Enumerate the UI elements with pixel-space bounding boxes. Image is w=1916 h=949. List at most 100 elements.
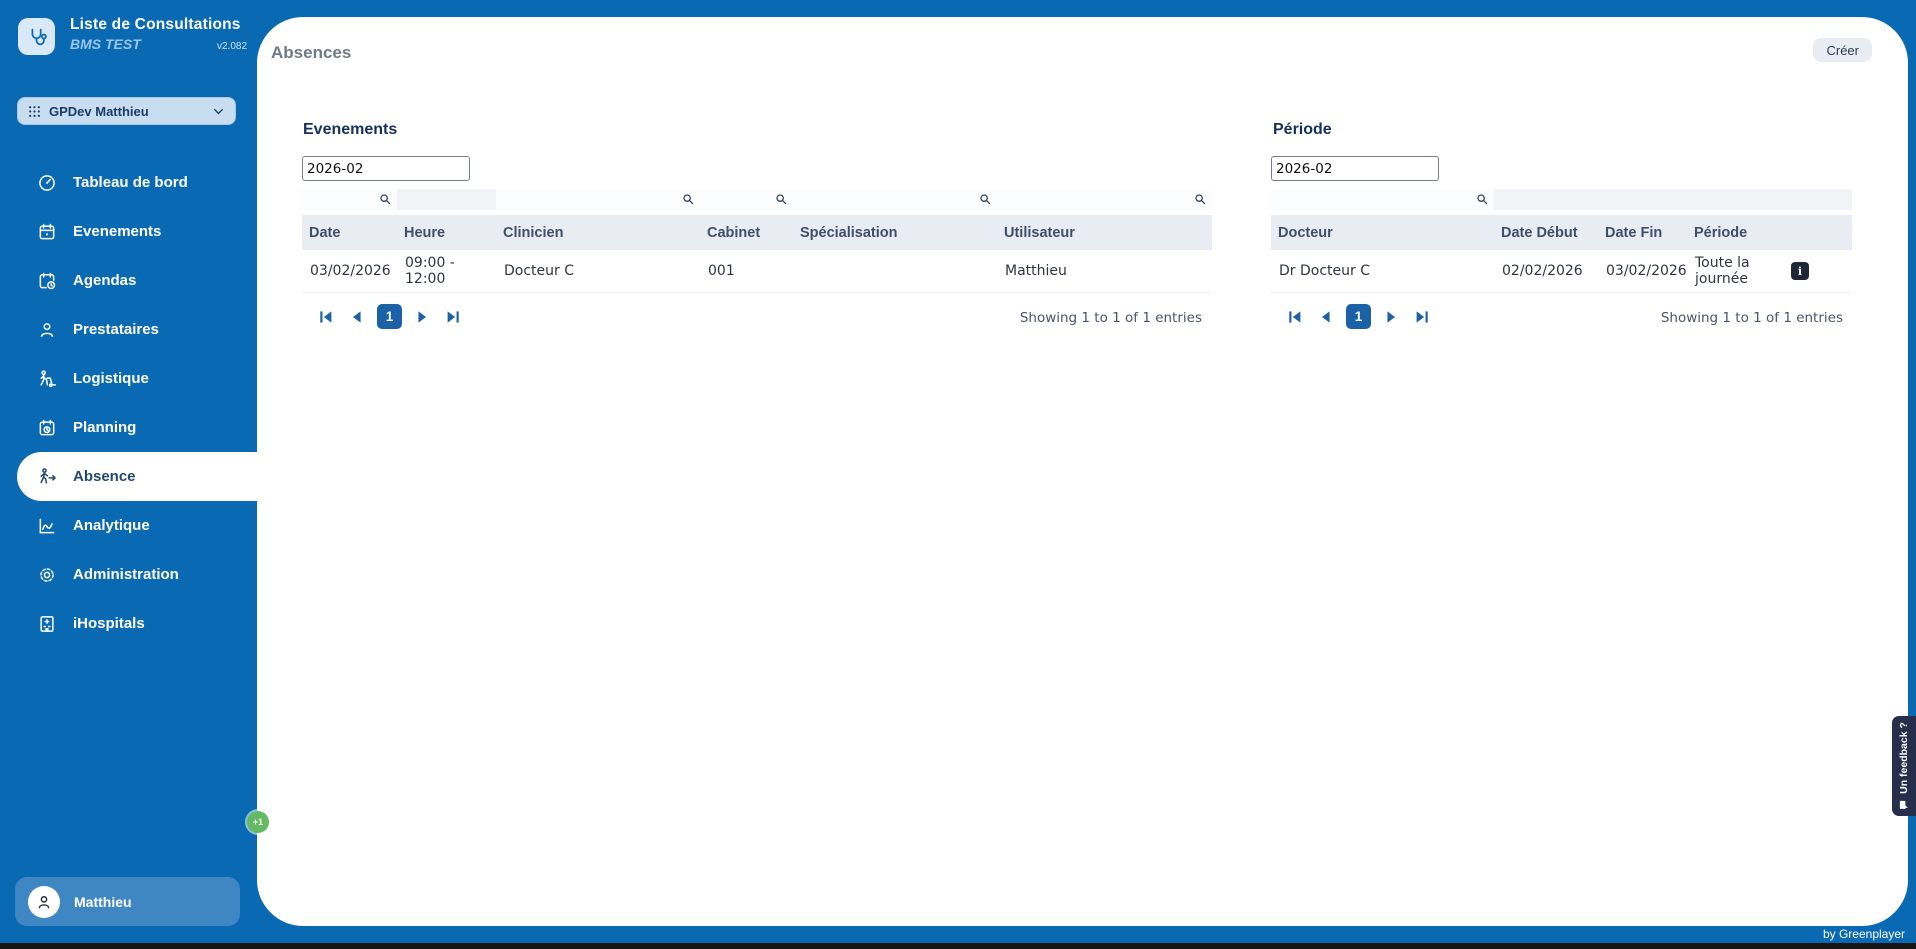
search-icon (380, 194, 391, 205)
chevron-down-icon (214, 108, 223, 114)
sidebar-item-label: iHospitals (73, 615, 145, 632)
page-number-button[interactable]: 1 (377, 304, 402, 329)
sidebar-item-label: Prestataires (73, 321, 159, 338)
cell-actions: i (1783, 262, 1852, 280)
page-title: Absences (271, 43, 352, 62)
sidebar-item-evenements[interactable]: Evenements (0, 207, 257, 256)
col-docteur[interactable]: Docteur (1278, 224, 1333, 241)
app-version: v2.082 (217, 41, 248, 52)
col-heure[interactable]: Heure (404, 224, 446, 241)
filter-clinicien[interactable] (496, 189, 700, 210)
sidebar-item-label: Administration (73, 566, 179, 583)
sidebar-item-label: Evenements (73, 223, 162, 240)
sidebar-item-logistique[interactable]: Logistique (0, 354, 257, 403)
periods-table-row[interactable]: Dr Docteur C 02/02/2026 03/02/2026 Toute… (1271, 250, 1852, 293)
next-page-button[interactable] (411, 305, 433, 329)
create-button[interactable]: Créer (1813, 38, 1872, 62)
periods-entries-summary: Showing 1 to 1 of 1 entries (1660, 310, 1843, 326)
col-specialisation[interactable]: Spécialisation (800, 224, 898, 241)
cell-clinicien: Docteur C (504, 263, 574, 279)
user-name: Matthieu (74, 893, 132, 910)
last-page-button[interactable] (1411, 305, 1433, 329)
filter-specialisation[interactable] (793, 189, 997, 210)
col-date[interactable]: Date (309, 224, 341, 241)
filter-heure (397, 189, 496, 210)
sidebar-item-tableau-de-bord[interactable]: Tableau de bord (0, 158, 257, 207)
workspace-selector[interactable]: GPDev Matthieu (17, 97, 236, 125)
cell-docteur: Dr Docteur C (1279, 263, 1370, 279)
search-icon (1477, 194, 1488, 205)
sidebar-item-label: Analytique (73, 517, 150, 534)
cell-cabinet: 001 (708, 263, 735, 279)
col-cabinet[interactable]: Cabinet (707, 224, 761, 241)
next-page-icon (1387, 310, 1395, 323)
events-table-header: Date Heure Clinicien Cabinet Spécialisat… (302, 215, 1212, 250)
app-logo (18, 18, 55, 55)
app-subtitle: BMS TEST (70, 36, 141, 52)
avatar (28, 885, 60, 918)
events-pagination: 1 (315, 304, 464, 329)
sidebar-item-agendas[interactable]: Agendas (0, 256, 257, 305)
sidebar-item-ihospitals[interactable]: iHospitals (0, 599, 257, 648)
prev-page-button[interactable] (346, 305, 368, 329)
sidebar-item-absence[interactable]: Absence (17, 452, 257, 501)
main-content: Absences Créer Evenements Date (257, 17, 1908, 926)
col-clinicien[interactable]: Clinicien (503, 224, 564, 241)
first-page-button[interactable] (1284, 305, 1306, 329)
first-page-icon (320, 310, 332, 323)
bottom-strip (0, 943, 1916, 949)
events-entries-summary: Showing 1 to 1 of 1 entries (1019, 310, 1202, 326)
events-month-input[interactable] (302, 156, 470, 181)
filter-docteur[interactable] (1271, 189, 1494, 210)
sidebar-nav: Tableau de bord Evenements Agendas Prest… (0, 158, 257, 648)
hospital-icon (40, 615, 54, 632)
sidebar-item-administration[interactable]: Administration (0, 550, 257, 599)
filter-cabinet[interactable] (700, 189, 793, 210)
sidebar-item-prestataires[interactable]: Prestataires (0, 305, 257, 354)
dashboard-icon (39, 174, 55, 191)
sidebar-item-analytique[interactable]: Analytique (0, 501, 257, 550)
filter-utilisateur[interactable] (997, 189, 1212, 210)
first-page-button[interactable] (315, 305, 337, 329)
col-date-fin[interactable]: Date Fin (1605, 224, 1663, 241)
chart-icon (39, 518, 55, 533)
last-page-button[interactable] (442, 305, 464, 329)
trolley-icon (40, 369, 57, 387)
sidebar-item-planning[interactable]: Planning (0, 403, 257, 452)
last-page-icon (447, 310, 459, 323)
sidebar-item-label: Absence (73, 468, 136, 485)
events-table-row[interactable]: 03/02/2026 09:00 - 12:00 Docteur C 001 M… (302, 250, 1212, 293)
cell-date: 03/02/2026 (310, 263, 391, 279)
events-filter-row (302, 189, 1212, 210)
periods-month-input[interactable] (1271, 156, 1439, 181)
prev-page-button[interactable] (1315, 305, 1337, 329)
col-utilisateur[interactable]: Utilisateur (1004, 224, 1075, 241)
stethoscope-icon (31, 28, 47, 45)
row-info-button[interactable]: i (1791, 262, 1809, 280)
footer-credit: by Greenplayer (1822, 927, 1905, 941)
workspace-label: GPDev Matthieu (49, 103, 149, 119)
user-menu[interactable]: Matthieu (15, 877, 240, 926)
calendar-clock-icon (39, 272, 56, 289)
chat-icon (1900, 800, 1908, 809)
cell-date-fin: 03/02/2026 (1606, 263, 1687, 279)
next-page-button[interactable] (1380, 305, 1402, 329)
next-page-icon (418, 310, 426, 323)
app-title: Liste de Consultations (70, 16, 241, 33)
feedback-tab[interactable]: Un feedback ? (1892, 716, 1916, 816)
periods-pagination: 1 (1284, 304, 1433, 329)
gear-icon (40, 567, 54, 582)
sidebar-badge[interactable]: +1 (247, 811, 269, 833)
walking-icon (40, 467, 56, 484)
prev-page-icon (1322, 310, 1330, 323)
col-date-debut[interactable]: Date Début (1501, 224, 1578, 241)
periods-filter-row (1271, 189, 1852, 210)
page-number-button[interactable]: 1 (1346, 304, 1371, 329)
search-icon (776, 194, 787, 205)
col-periode[interactable]: Période (1694, 224, 1748, 241)
filter-date[interactable] (302, 189, 397, 210)
search-icon (683, 194, 694, 205)
first-page-icon (1289, 310, 1301, 323)
cell-utilisateur: Matthieu (1005, 263, 1067, 279)
